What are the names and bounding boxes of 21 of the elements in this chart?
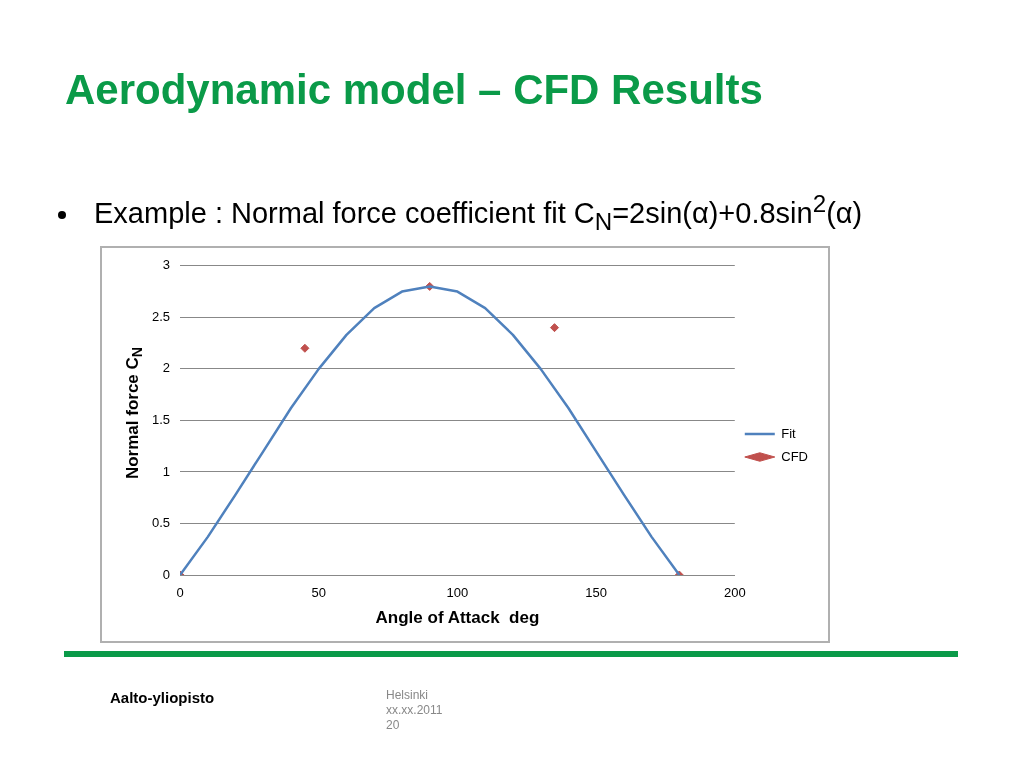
y-tick-label: 1 — [162, 463, 171, 479]
text: Helsinki — [386, 688, 429, 703]
text: 20 — [386, 718, 401, 733]
y-tick-label: 0.5 — [151, 515, 171, 531]
x-tick-label: 0 — [176, 585, 184, 601]
legend-label: CFD — [781, 448, 808, 464]
x-tick-label: 100 — [446, 585, 469, 601]
x-tick-label: 200 — [723, 585, 746, 601]
y-tick-label: 3 — [162, 257, 171, 273]
y-tick-label: 1.5 — [151, 411, 171, 427]
text: Aalto-yliopisto — [110, 689, 215, 706]
chart-subtitle: Example : Normal force coefficient fit C$_{N}$=2sin(α)+0.8sin$^{2}$(α) — [94, 190, 863, 235]
y-tick-label: 0 — [162, 566, 171, 582]
x-tick-label: 50 — [311, 585, 326, 601]
x-tick-label: 150 — [585, 585, 607, 601]
text: xx.xx.2011 — [386, 703, 443, 718]
chart-title: Aerodynamic model – CFD Results — [65, 66, 763, 114]
y-tick-label: 2.5 — [151, 308, 171, 324]
legend-label: Fit — [781, 425, 797, 441]
x-axis-title: Angle of Attack deg — [375, 608, 540, 628]
y-tick-label: 2 — [162, 360, 171, 376]
